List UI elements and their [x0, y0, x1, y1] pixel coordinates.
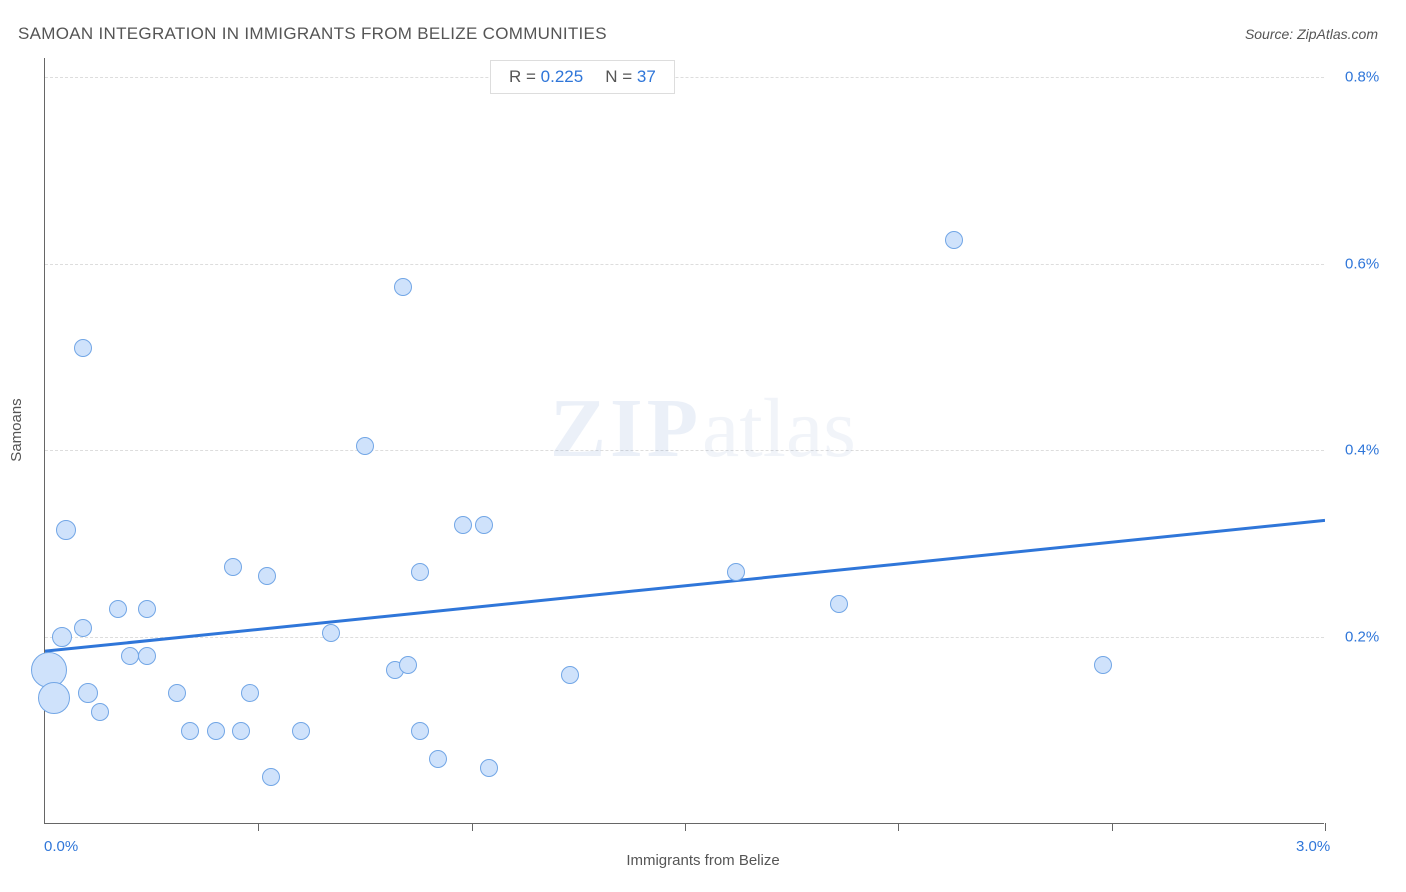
- data-point: [727, 563, 745, 581]
- x-tick: [258, 823, 259, 831]
- data-point: [138, 600, 156, 618]
- x-min-label: 0.0%: [44, 838, 78, 855]
- r-label: R =: [509, 67, 541, 86]
- data-point: [74, 339, 92, 357]
- data-point: [411, 722, 429, 740]
- data-point: [56, 520, 76, 540]
- x-tick: [1325, 823, 1326, 831]
- data-point: [454, 516, 472, 534]
- data-point: [181, 722, 199, 740]
- data-point: [121, 647, 139, 665]
- data-point: [561, 666, 579, 684]
- stats-box: R = 0.225 N = 37: [490, 60, 675, 94]
- data-point: [138, 647, 156, 665]
- page-title: SAMOAN INTEGRATION IN IMMIGRANTS FROM BE…: [18, 24, 607, 43]
- data-point: [91, 703, 109, 721]
- n-label: N =: [605, 67, 637, 86]
- data-point: [1094, 656, 1112, 674]
- data-point: [207, 722, 225, 740]
- data-point: [109, 600, 127, 618]
- x-tick: [898, 823, 899, 831]
- r-value: 0.225: [541, 67, 584, 86]
- scatter-plot: 0.2%0.4%0.6%0.8%: [44, 58, 1324, 824]
- data-point: [475, 516, 493, 534]
- trend-svg: [45, 58, 1325, 824]
- x-tick: [1112, 823, 1113, 831]
- data-point: [241, 684, 259, 702]
- data-point: [224, 558, 242, 576]
- data-point: [429, 750, 447, 768]
- header: SAMOAN INTEGRATION IN IMMIGRANTS FROM BE…: [18, 24, 1388, 54]
- x-max-label: 3.0%: [1296, 838, 1330, 855]
- data-point: [399, 656, 417, 674]
- data-point: [292, 722, 310, 740]
- data-point: [394, 278, 412, 296]
- data-point: [78, 683, 98, 703]
- data-point: [480, 759, 498, 777]
- y-tick-label: 0.8%: [1345, 68, 1379, 85]
- data-point: [168, 684, 186, 702]
- data-point: [262, 768, 280, 786]
- data-point: [945, 231, 963, 249]
- y-tick-label: 0.2%: [1345, 629, 1379, 646]
- y-tick-label: 0.4%: [1345, 442, 1379, 459]
- data-point: [322, 624, 340, 642]
- data-point: [830, 595, 848, 613]
- data-point: [356, 437, 374, 455]
- data-point: [411, 563, 429, 581]
- y-tick-label: 0.6%: [1345, 255, 1379, 272]
- trend-line: [45, 520, 1325, 651]
- y-axis-label: Samoans: [8, 398, 25, 461]
- data-point: [258, 567, 276, 585]
- x-tick: [472, 823, 473, 831]
- x-tick: [685, 823, 686, 831]
- data-point: [52, 627, 72, 647]
- data-point: [74, 619, 92, 637]
- x-axis-label: Immigrants from Belize: [0, 852, 1406, 869]
- n-value: 37: [637, 67, 656, 86]
- source-label: Source: ZipAtlas.com: [1245, 26, 1378, 42]
- data-point: [232, 722, 250, 740]
- data-point: [38, 682, 70, 714]
